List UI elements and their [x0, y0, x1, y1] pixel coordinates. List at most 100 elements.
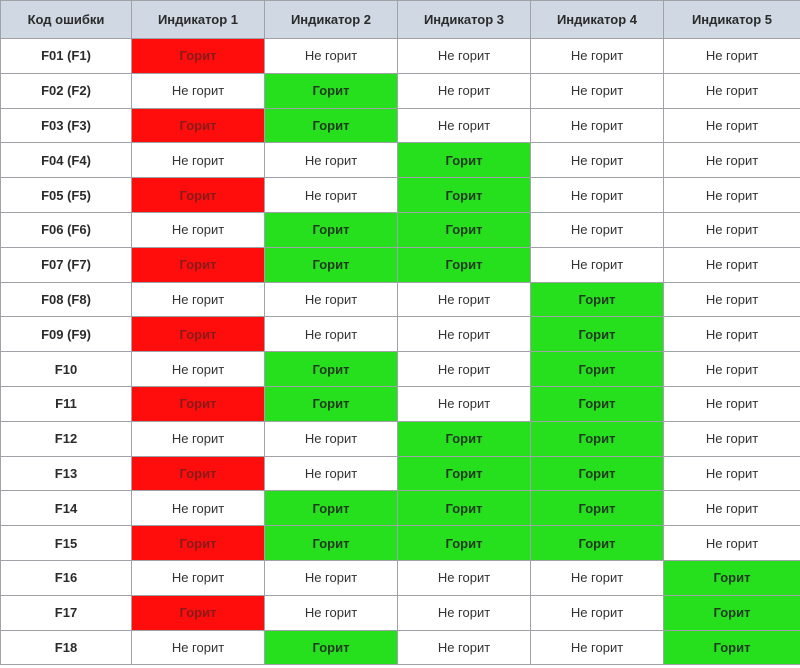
indicator-4-cell: Горит	[530, 490, 664, 527]
indicator-5-cell: Не горит	[663, 107, 800, 144]
indicator-1-cell: Не горит	[131, 351, 265, 387]
indicator-3-cell: Не горит	[397, 107, 531, 144]
indicator-2-cell: Не горит	[264, 594, 398, 631]
header-indicator-1: Индикатор 1	[131, 0, 265, 39]
indicator-4-cell: Не горит	[530, 629, 664, 666]
indicator-4-cell: Горит	[530, 316, 664, 353]
indicator-1-cell: Горит	[131, 246, 265, 283]
indicator-5-cell: Не горит	[663, 351, 800, 387]
indicator-2-cell: Не горит	[264, 281, 398, 318]
indicator-4-cell: Горит	[530, 281, 664, 318]
indicator-3-cell: Не горит	[397, 559, 531, 596]
indicator-3-cell: Горит	[397, 525, 531, 561]
table-row: F04 (F4) Не горит Не горит Горит Не горит Не …	[0, 142, 800, 179]
indicator-4-cell: Не горит	[530, 559, 664, 596]
indicator-1-cell: Не горит	[131, 211, 265, 248]
indicator-1-cell: Не горит	[131, 281, 265, 318]
indicator-5-cell: Не горит	[663, 246, 800, 283]
indicator-5-cell: Не горит	[663, 316, 800, 353]
table-row: F03 (F3) Горит Горит Не горит Не горит Не гор…	[0, 107, 800, 144]
indicator-5-cell: Не горит	[663, 525, 800, 561]
error-code-cell: F16	[0, 559, 132, 596]
error-code-cell: F08 (F8)	[0, 281, 132, 318]
indicator-2-cell: Горит	[264, 385, 398, 422]
indicator-5-cell: Не горит	[663, 281, 800, 318]
table-row: F15 Горит Горит Горит Горит Не горит	[0, 525, 800, 561]
indicator-1-cell: Горит	[131, 385, 265, 422]
table-row: F10 Не горит Горит Не горит Горит Не горит	[0, 351, 800, 387]
table-row: F13 Горит Не горит Горит Горит Не горит	[0, 455, 800, 492]
indicator-3-cell: Не горит	[397, 351, 531, 387]
error-code-cell: F14	[0, 490, 132, 527]
indicator-3-cell: Не горит	[397, 38, 531, 74]
indicator-2-cell: Не горит	[264, 420, 398, 457]
table-row: F06 (F6) Не горит Горит Горит Не горит Не гор…	[0, 211, 800, 248]
error-code-cell: F10	[0, 351, 132, 387]
indicator-4-cell: Не горит	[530, 246, 664, 283]
error-code-cell: F09 (F9)	[0, 316, 132, 353]
header-error-code: Код ошибки	[0, 0, 132, 39]
table-row: F08 (F8) Не горит Не горит Не горит Горит Не …	[0, 281, 800, 318]
indicator-1-cell: Горит	[131, 38, 265, 74]
table-row: F17 Горит Не горит Не горит Не горит Горит	[0, 594, 800, 631]
indicator-2-cell: Горит	[264, 629, 398, 666]
indicator-2-cell: Горит	[264, 490, 398, 527]
indicator-1-cell: Горит	[131, 316, 265, 353]
indicator-5-cell: Горит	[663, 594, 800, 631]
indicator-2-cell: Горит	[264, 72, 398, 109]
error-code-cell: F15	[0, 525, 132, 561]
indicator-4-cell: Не горит	[530, 211, 664, 248]
indicator-2-cell: Горит	[264, 525, 398, 561]
error-code-cell: F03 (F3)	[0, 107, 132, 144]
indicator-3-cell: Не горит	[397, 629, 531, 666]
indicator-5-cell: Не горит	[663, 385, 800, 422]
error-code-cell: F07 (F7)	[0, 246, 132, 283]
table-row: F05 (F5) Горит Не горит Горит Не горит Не гор…	[0, 177, 800, 213]
indicator-3-cell: Горит	[397, 490, 531, 527]
indicator-5-cell: Не горит	[663, 38, 800, 74]
error-code-cell: F13	[0, 455, 132, 492]
indicator-1-cell: Не горит	[131, 490, 265, 527]
table-row: F07 (F7) Горит Горит Горит Не горит Не горит	[0, 246, 800, 283]
error-code-cell: F01 (F1)	[0, 38, 132, 74]
indicator-1-cell: Не горит	[131, 142, 265, 179]
error-code-cell: F05 (F5)	[0, 177, 132, 213]
table-header: Код ошибки Индикатор 1 Индикатор 2 Индик…	[0, 0, 800, 39]
indicator-1-cell: Не горит	[131, 420, 265, 457]
table-row: F09 (F9) Горит Не горит Не горит Горит Не гор…	[0, 316, 800, 353]
indicator-3-cell: Горит	[397, 246, 531, 283]
table-row: F11 Горит Горит Не горит Горит Не горит	[0, 385, 800, 422]
indicator-3-cell: Не горит	[397, 72, 531, 109]
indicator-4-cell: Горит	[530, 525, 664, 561]
indicator-2-cell: Горит	[264, 211, 398, 248]
indicator-1-cell: Не горит	[131, 559, 265, 596]
indicator-4-cell: Горит	[530, 455, 664, 492]
indicator-1-cell: Горит	[131, 594, 265, 631]
table-row: F02 (F2) Не горит Горит Не горит Не горит Не …	[0, 72, 800, 109]
indicator-3-cell: Горит	[397, 211, 531, 248]
error-code-cell: F04 (F4)	[0, 142, 132, 179]
indicator-5-cell: Не горит	[663, 420, 800, 457]
indicator-5-cell: Не горит	[663, 455, 800, 492]
indicator-1-cell: Горит	[131, 107, 265, 144]
indicator-3-cell: Не горит	[397, 385, 531, 422]
indicator-2-cell: Горит	[264, 246, 398, 283]
indicator-2-cell: Не горит	[264, 455, 398, 492]
table-body: F01 (F1) Горит Не горит Не горит Не горит Не …	[0, 38, 800, 666]
indicator-2-cell: Горит	[264, 107, 398, 144]
header-indicator-3: Индикатор 3	[397, 0, 531, 39]
indicator-4-cell: Не горит	[530, 38, 664, 74]
table-row: F12 Не горит Не горит Горит Горит Не горит	[0, 420, 800, 457]
indicator-3-cell: Не горит	[397, 594, 531, 631]
table-row: F01 (F1) Горит Не горит Не горит Не горит Не …	[0, 38, 800, 74]
error-code-cell: F12	[0, 420, 132, 457]
header-row: Код ошибки Индикатор 1 Индикатор 2 Индик…	[0, 0, 800, 39]
indicator-5-cell: Не горит	[663, 142, 800, 179]
indicator-3-cell: Горит	[397, 455, 531, 492]
indicator-5-cell: Горит	[663, 559, 800, 596]
indicator-1-cell: Не горит	[131, 72, 265, 109]
header-indicator-4: Индикатор 4	[530, 0, 664, 39]
table-row: F16 Не горит Не горит Не горит Не горит Горит	[0, 559, 800, 596]
indicator-4-cell: Не горит	[530, 107, 664, 144]
